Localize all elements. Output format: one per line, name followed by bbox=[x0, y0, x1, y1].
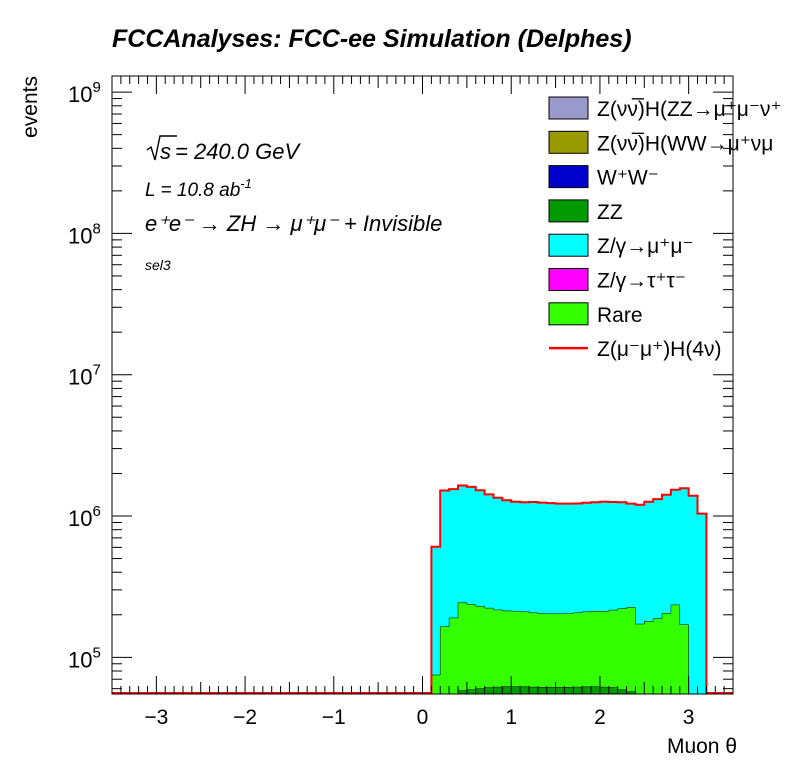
y-tick-exponent: 6 bbox=[92, 503, 100, 520]
legend-swatch bbox=[548, 165, 589, 189]
legend-swatch bbox=[548, 96, 589, 120]
y-tick-base: 10 bbox=[68, 365, 92, 390]
signal-histogram-line bbox=[112, 484, 733, 694]
legend-swatch bbox=[548, 130, 589, 154]
legend-swatch bbox=[548, 199, 589, 223]
legend-swatch bbox=[548, 268, 589, 291]
y-tick-base: 10 bbox=[68, 223, 92, 248]
y-tick-exponent: 9 bbox=[92, 79, 100, 96]
legend-swatch bbox=[548, 302, 589, 326]
y-tick-label: 105 bbox=[68, 644, 101, 672]
y-tick-label: 106 bbox=[68, 503, 101, 531]
legend-label: Z/γ→μ⁺μ⁻ bbox=[597, 235, 694, 258]
y-tick-base: 10 bbox=[68, 506, 92, 531]
y-tick-label: 108 bbox=[68, 220, 101, 248]
process-annotation: e⁺e⁻ → ZH → μ⁺μ⁻ + Invisible bbox=[145, 211, 442, 236]
legend: Z(νν̅)H(ZZ→μ⁺μ⁻ν⁺ Z(νν̅)H(WW→μ⁺νμ W⁺W⁻ ZZ Z/… bbox=[548, 96, 782, 361]
x-tick-label: 2 bbox=[594, 706, 606, 729]
sqrt-symbol bbox=[146, 135, 177, 161]
legend-label: ZZ bbox=[597, 201, 623, 224]
energy-sqrt-var: s bbox=[160, 139, 171, 164]
x-axis-label: Muon θ bbox=[667, 735, 737, 758]
x-tick-label: −1 bbox=[322, 706, 346, 729]
y-tick-base: 10 bbox=[68, 82, 92, 107]
energy-value: = 240.0 GeV bbox=[175, 139, 301, 164]
y-tick-exponent: 7 bbox=[92, 362, 100, 379]
lumi-exponent: -1 bbox=[240, 176, 252, 191]
legend-label: Rare bbox=[597, 304, 643, 327]
lumi-text: L = 10.8 ab bbox=[145, 180, 240, 201]
x-tick-label: 1 bbox=[505, 706, 517, 729]
y-tick-base: 10 bbox=[68, 647, 92, 672]
histogram-rare-fill bbox=[431, 602, 707, 695]
x-tick-label: 3 bbox=[683, 706, 695, 729]
luminosity-annotation: L = 10.8 ab-1 bbox=[145, 176, 252, 201]
x-tick-label: −3 bbox=[144, 706, 168, 729]
legend-label: Z(νν̅)H(WW→μ⁺νμ bbox=[597, 132, 773, 155]
legend-label: W⁺W⁻ bbox=[597, 167, 659, 190]
x-tick-label: −2 bbox=[233, 706, 257, 729]
stacked-histograms bbox=[112, 484, 733, 695]
legend-label: Z/γ→τ⁺τ⁻ bbox=[597, 270, 686, 293]
y-tick-label: 109 bbox=[68, 79, 101, 107]
x-tick-label: 0 bbox=[417, 706, 429, 729]
y-tick-label: 107 bbox=[68, 362, 101, 390]
legend-label: Z(μ⁻μ⁺)H(4ν) bbox=[597, 338, 722, 361]
chart-title: FCCAnalyses: FCC-ee Simulation (Delphes) bbox=[112, 25, 632, 53]
energy-annotation: s = 240.0 GeV bbox=[146, 135, 301, 164]
selection-annotation: sel3 bbox=[145, 257, 171, 273]
legend-label: Z(νν̅)H(ZZ→μ⁺μ⁻ν⁺ bbox=[597, 98, 782, 121]
y-tick-exponent: 5 bbox=[92, 644, 100, 661]
y-axis-label: events bbox=[19, 76, 42, 138]
legend-swatch bbox=[548, 233, 589, 257]
y-tick-exponent: 8 bbox=[92, 220, 100, 237]
